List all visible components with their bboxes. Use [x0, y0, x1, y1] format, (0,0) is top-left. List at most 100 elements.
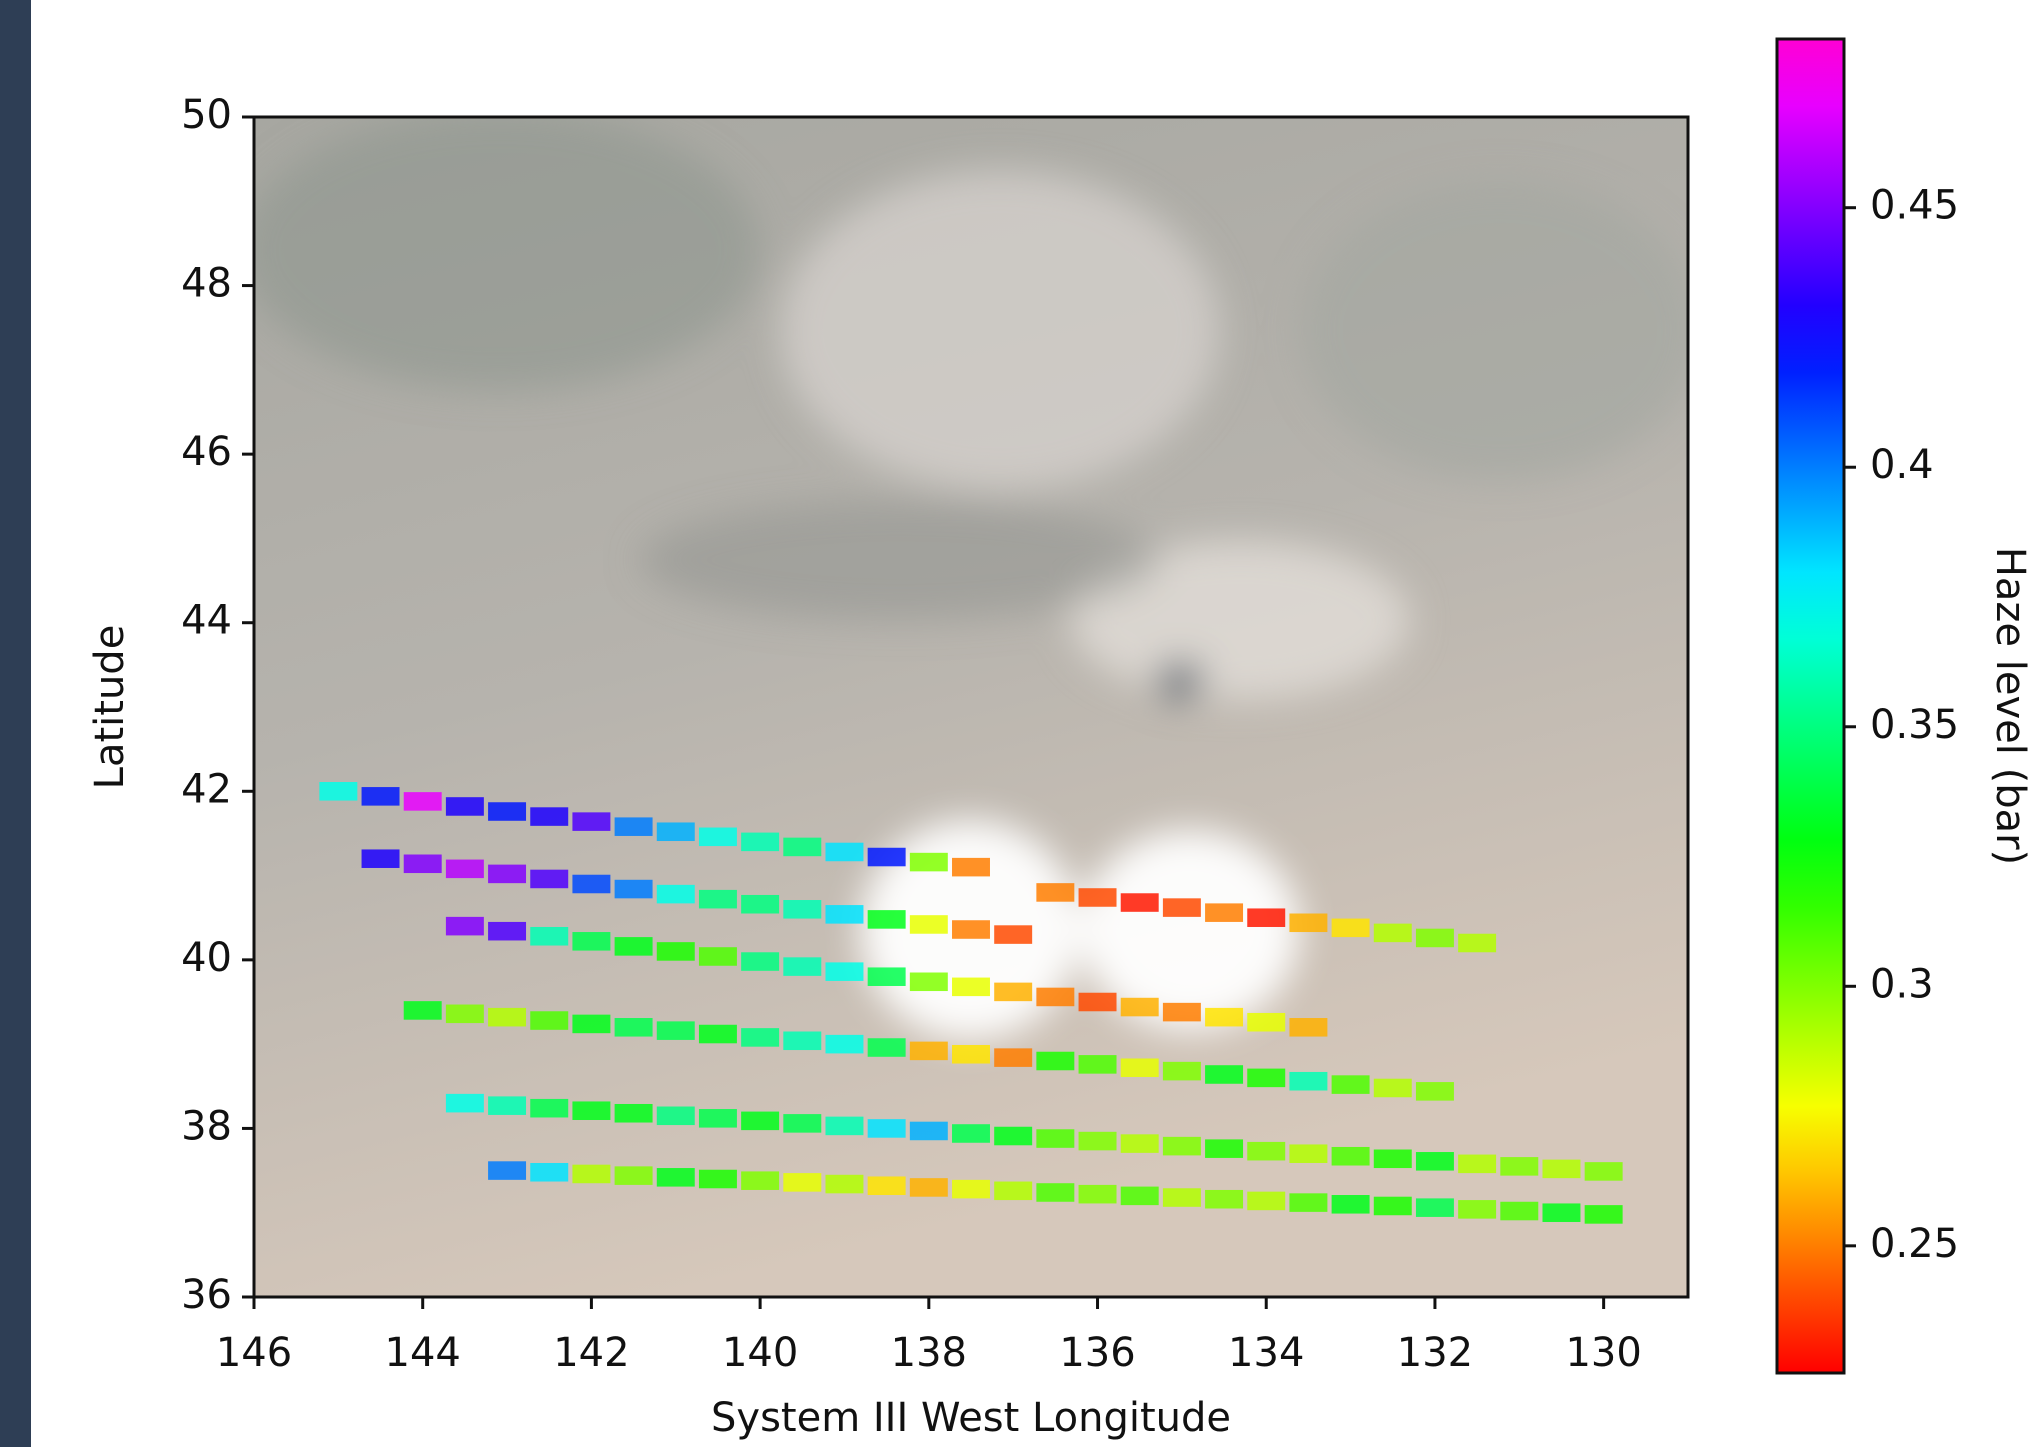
colorbar-label: Haze level (bar)	[1987, 547, 2033, 865]
y-tick-label: 36	[181, 1272, 232, 1318]
haze-cell	[1162, 1061, 1201, 1081]
background-image	[254, 117, 1688, 1297]
haze-cell	[572, 1164, 611, 1184]
haze-cell	[867, 847, 906, 867]
colorbar-tick-label: 0.25	[1870, 1221, 1959, 1267]
haze-cell	[319, 782, 358, 801]
haze-cell	[825, 1116, 864, 1136]
haze-cell	[1036, 883, 1075, 902]
haze-cell	[530, 1162, 569, 1182]
haze-cell	[825, 1034, 864, 1054]
haze-cell	[445, 859, 484, 879]
haze-cell	[488, 1096, 527, 1115]
haze-cell	[741, 832, 780, 852]
haze-cell	[1542, 1159, 1581, 1179]
haze-cell	[656, 1168, 695, 1187]
x-tick-label: 136	[1059, 1330, 1135, 1376]
haze-cell	[530, 926, 569, 946]
colorbar	[1775, 37, 1846, 1375]
haze-cell	[867, 1119, 906, 1138]
haze-cell	[530, 1011, 569, 1030]
haze-cell	[1078, 1055, 1117, 1074]
haze-cell	[572, 1101, 611, 1120]
x-tick-label: 146	[216, 1330, 292, 1376]
haze-cell	[1584, 1162, 1623, 1181]
haze-cell	[1458, 933, 1497, 953]
haze-cell	[1036, 1183, 1075, 1202]
haze-cell	[1500, 1157, 1539, 1176]
haze-cell	[614, 1166, 653, 1185]
haze-cell	[1247, 1191, 1286, 1211]
x-tick-label: 134	[1228, 1330, 1304, 1376]
haze-cell	[1036, 1129, 1075, 1148]
haze-cell	[1415, 1082, 1454, 1101]
haze-cell	[361, 787, 400, 806]
haze-cell	[867, 967, 906, 986]
haze-cell	[1373, 1196, 1412, 1216]
haze-cell	[572, 874, 611, 894]
haze-cell	[741, 1028, 780, 1047]
haze-cell	[530, 807, 569, 826]
haze-cell	[403, 792, 442, 811]
cells	[319, 782, 1623, 1224]
y-tick-label: 48	[181, 261, 232, 307]
y-axis-label: Latitude	[87, 625, 133, 790]
haze-cell	[403, 1001, 442, 1020]
haze-cell	[614, 1103, 653, 1123]
haze-cell	[909, 1041, 948, 1061]
y-tick-label: 46	[181, 429, 232, 475]
haze-cell	[909, 1121, 948, 1141]
haze-cell	[825, 842, 864, 862]
haze-cell	[783, 837, 822, 857]
haze-cell	[1331, 1075, 1370, 1094]
haze-cell	[656, 822, 695, 842]
haze-cell	[445, 1093, 484, 1113]
haze-cell	[994, 1048, 1033, 1067]
haze-cell	[867, 910, 906, 929]
haze-cell	[741, 1111, 780, 1131]
haze-cell	[488, 864, 527, 884]
haze-cell	[656, 1106, 695, 1126]
haze-cell	[1373, 923, 1412, 943]
haze-cell	[952, 920, 990, 939]
haze-cell	[741, 952, 780, 971]
haze-cell	[952, 977, 990, 997]
haze-cell	[614, 879, 653, 899]
x-tick-label: 144	[385, 1330, 461, 1376]
haze-cell	[1542, 1203, 1581, 1222]
haze-cell	[1247, 908, 1286, 927]
y-tick-label: 50	[181, 92, 232, 138]
haze-cell	[783, 1031, 822, 1051]
haze-cell	[656, 1021, 695, 1040]
haze-cell	[825, 962, 864, 981]
haze-cell	[698, 1024, 737, 1044]
x-axis-label: System III West Longitude	[711, 1395, 1231, 1441]
haze-cell	[1458, 1200, 1497, 1219]
haze-cell	[698, 947, 737, 966]
haze-cell	[1373, 1149, 1412, 1169]
haze-cell	[656, 884, 695, 904]
haze-cell	[994, 982, 1033, 1002]
haze-cell	[1289, 1193, 1328, 1212]
haze-cell	[614, 817, 653, 836]
haze-cell	[783, 957, 822, 976]
haze-cell	[1331, 1195, 1370, 1214]
haze-cell	[1036, 987, 1075, 1007]
haze-cell	[530, 1098, 569, 1118]
haze-cell	[952, 857, 990, 877]
colorbar-tick-label: 0.4	[1870, 442, 1934, 488]
haze-cell	[909, 915, 948, 934]
haze-cell	[1289, 1071, 1328, 1091]
haze-cell	[1500, 1201, 1539, 1221]
colorbar-tick-label: 0.3	[1870, 961, 1934, 1007]
haze-cell	[698, 889, 737, 909]
haze-cell	[572, 812, 611, 831]
haze-cell	[1373, 1078, 1412, 1098]
haze-cell	[1205, 1189, 1244, 1209]
haze-cell	[614, 1018, 653, 1037]
y-tick-label: 40	[181, 935, 232, 981]
x-tick-label: 132	[1397, 1330, 1473, 1376]
haze-cell	[488, 1161, 527, 1180]
x-tick-label: 130	[1565, 1330, 1641, 1376]
haze-cell	[1162, 1136, 1201, 1156]
